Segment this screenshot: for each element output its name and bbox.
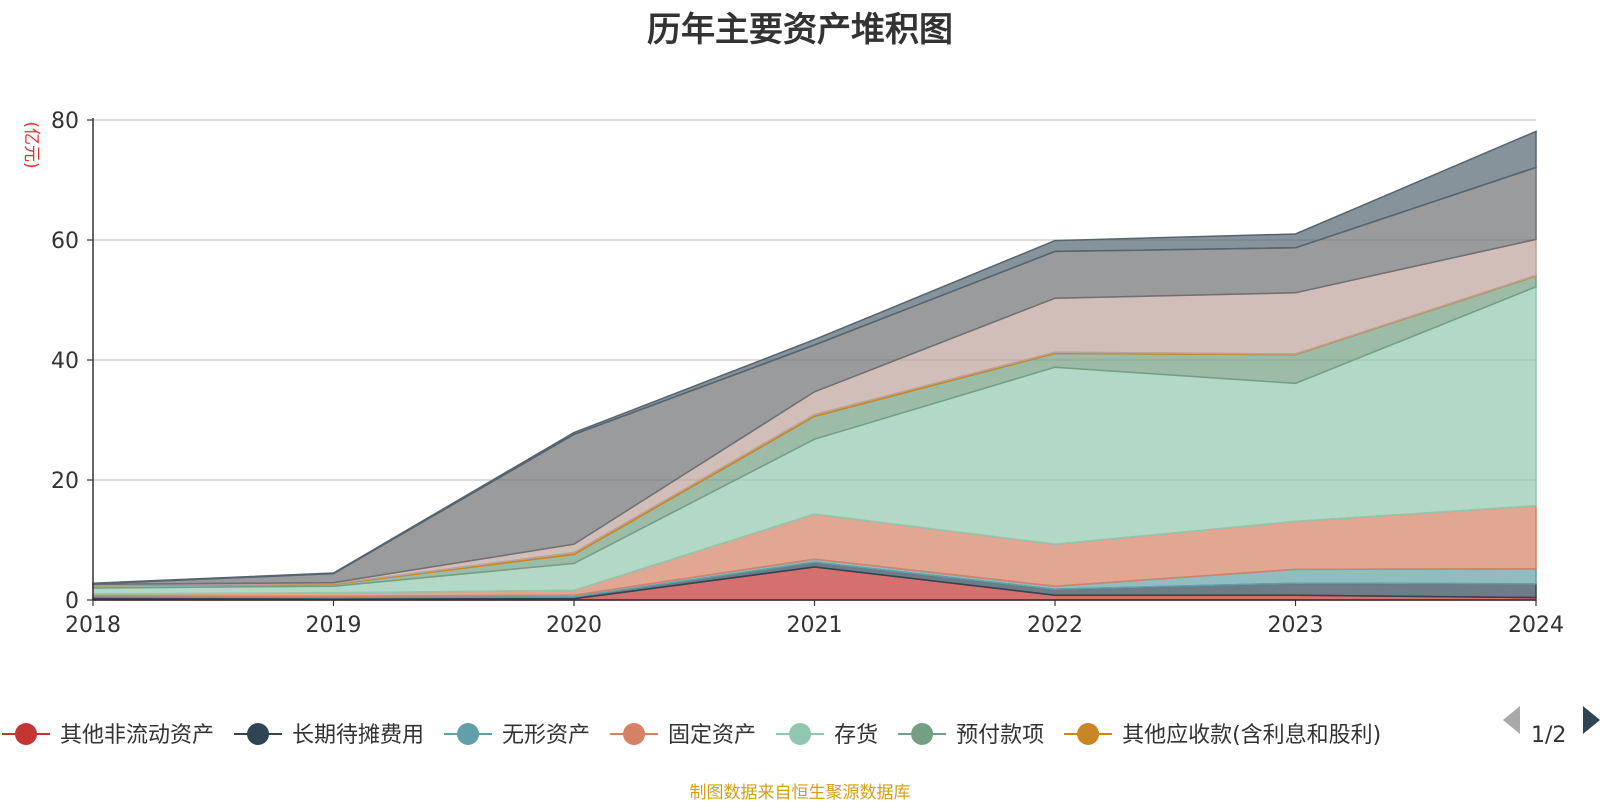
- legend-item[interactable]: 其他非流动资产: [2, 723, 214, 748]
- y-tick-label: 80: [51, 109, 79, 134]
- x-tick-label: 2021: [787, 613, 843, 638]
- y-tick-label: 60: [51, 229, 79, 254]
- x-tick-label: 2018: [65, 613, 121, 638]
- x-tick-label: 2020: [546, 613, 602, 638]
- legend-circle-icon: [1077, 723, 1100, 745]
- legend-circle-icon: [789, 723, 812, 745]
- legend-pager: 1/2: [1503, 706, 1600, 748]
- x-tick-label: 2023: [1268, 613, 1324, 638]
- legend-circle-icon: [15, 723, 37, 745]
- stacked-areas: [92, 130, 1537, 601]
- y-tick-label: 0: [65, 589, 79, 614]
- legend-next-icon[interactable]: [1583, 706, 1600, 734]
- legend: 其他非流动资产 长期待摊费用 无形资产 固定资产 存货 预付款项 其他应收款(含利息和股利): [2, 723, 1381, 748]
- legend-label: 无形资产: [502, 723, 590, 748]
- legend-label: 长期待摊费用: [292, 723, 424, 748]
- x-tick-label: 2019: [306, 613, 362, 638]
- legend-circle-icon: [623, 723, 646, 745]
- legend-item[interactable]: 长期待摊费用: [234, 723, 424, 748]
- y-tick-label: 20: [51, 469, 79, 494]
- x-tick-label: 2022: [1027, 613, 1083, 638]
- y-tick-label: 40: [51, 349, 79, 374]
- chart-title: 历年主要资产堆积图: [647, 10, 953, 50]
- source-note: 制图数据来自恒生聚源数据库: [689, 783, 911, 803]
- legend-item[interactable]: 无形资产: [444, 723, 590, 748]
- y-axis-unit-label: (亿元): [21, 121, 41, 168]
- legend-item[interactable]: 存货: [776, 723, 878, 748]
- legend-label: 存货: [834, 723, 878, 748]
- legend-circle-icon: [247, 723, 270, 745]
- x-tick-label: 2024: [1508, 613, 1564, 638]
- series-area-9[interactable]: [92, 130, 1537, 585]
- legend-prev-icon[interactable]: [1503, 706, 1520, 734]
- legend-label: 预付款项: [956, 723, 1044, 748]
- legend-item[interactable]: 其他应收款(含利息和股利): [1064, 723, 1381, 748]
- legend-page-indicator: 1/2: [1531, 723, 1566, 748]
- legend-circle-icon: [911, 723, 934, 745]
- legend-item[interactable]: 固定资产: [610, 723, 756, 748]
- legend-label: 固定资产: [668, 723, 756, 748]
- legend-label: 其他应收款(含利息和股利): [1122, 723, 1381, 748]
- legend-item[interactable]: 预付款项: [898, 723, 1044, 748]
- legend-circle-icon: [457, 723, 480, 745]
- axes: 0 20 40 60 80 2018 2019 2020 2021 2022 2023 2024: [51, 109, 1564, 638]
- legend-label: 其他非流动资产: [60, 723, 214, 748]
